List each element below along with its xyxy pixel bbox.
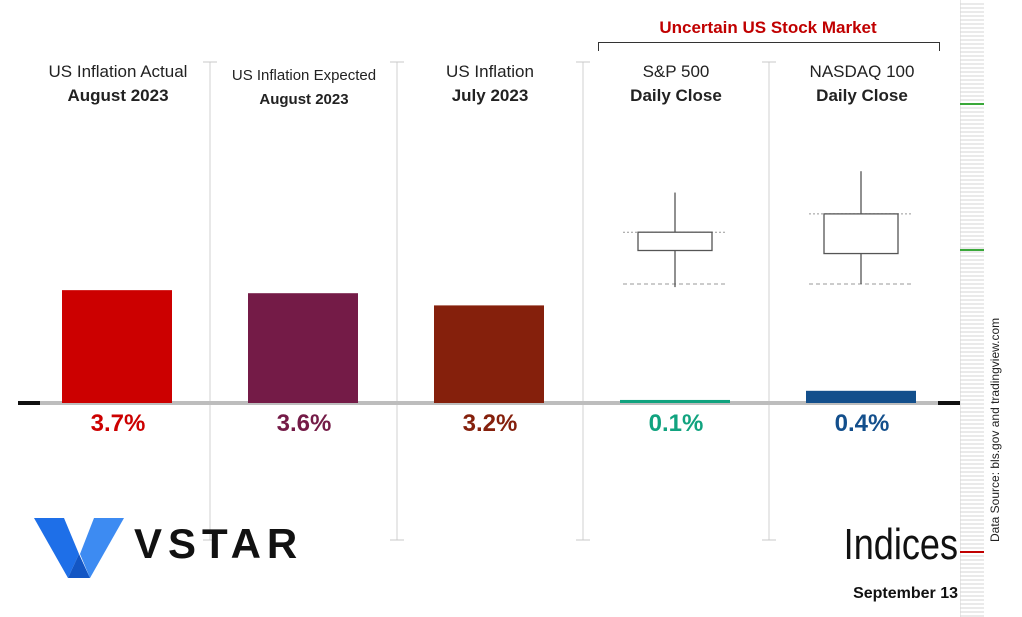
- column-header-nasdaq: NASDAQ 100 Daily Close: [782, 60, 942, 108]
- column-header-line2: August 2023: [259, 91, 349, 108]
- group-bracket: [598, 42, 940, 51]
- value-label-nasdaq: 0.4%: [834, 410, 890, 437]
- bar: [434, 305, 544, 403]
- column-header-line1: US Inflation: [446, 62, 534, 81]
- bar: [620, 399, 730, 403]
- column-header-line2: August 2023: [67, 86, 169, 105]
- column-header-actual: US Inflation Actual August 2023: [38, 60, 198, 108]
- column-header-line1: US Inflation Actual: [48, 62, 188, 81]
- footer-date: September 13: [853, 585, 958, 602]
- candle-body: [823, 213, 899, 255]
- column-header-line1: S&P 500: [642, 62, 710, 81]
- logo-wordmark: VSTAR: [134, 520, 304, 567]
- column-header-july: US Inflation July 2023: [410, 60, 570, 108]
- footer-title: Indices: [843, 520, 958, 569]
- bar: [62, 290, 172, 403]
- bar: [806, 390, 916, 403]
- value-label-july: 3.2%: [462, 410, 518, 437]
- column-header-line1: NASDAQ 100: [809, 62, 915, 81]
- column-header-line1: US Inflation Expected: [231, 67, 377, 84]
- column-header-line2: Daily Close: [630, 86, 722, 105]
- column-header-expected: US Inflation Expected August 2023: [218, 64, 390, 112]
- candle-body: [637, 231, 713, 252]
- group-title: Uncertain US Stock Market: [659, 18, 877, 37]
- column-header-line2: July 2023: [451, 86, 529, 105]
- value-label-sp500: 0.1%: [648, 410, 704, 437]
- column-header-sp500: S&P 500 Daily Close: [596, 60, 756, 108]
- value-label-actual: 3.7%: [90, 410, 146, 437]
- bar: [248, 293, 358, 403]
- data-source-note: Data Source: bls.gov and tradingview.com: [988, 317, 1002, 542]
- value-label-expected: 3.6%: [276, 410, 332, 437]
- ruler-strip: [960, 0, 984, 617]
- vstar-logo-icon: [34, 518, 124, 578]
- column-header-line2: Daily Close: [816, 86, 908, 105]
